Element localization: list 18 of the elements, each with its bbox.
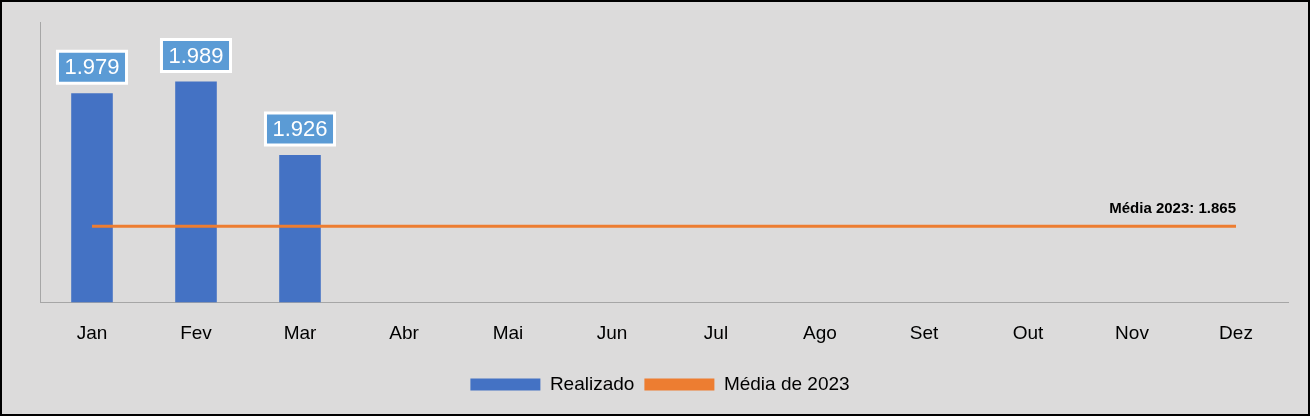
data-label: 1.979 xyxy=(64,54,120,80)
x-tick-label: Jun xyxy=(596,321,628,343)
x-tick-label: Dez xyxy=(1219,321,1253,343)
annotation: Média 2023: 1.865 xyxy=(1109,198,1236,216)
x-tick-label: Nov xyxy=(1115,321,1150,343)
x-tick-label: Jul xyxy=(703,321,729,343)
x-tick-label: Ago xyxy=(803,321,837,343)
x-tick-label: Out xyxy=(1012,321,1045,343)
x-tick-label: Jan xyxy=(76,321,108,343)
data-label: 1.926 xyxy=(272,116,328,142)
x-tick-label: Mar xyxy=(283,321,318,343)
legend-label: Média de 2023 xyxy=(723,372,850,394)
x-tick-label: Set xyxy=(909,321,939,343)
legend-label: Realizado xyxy=(549,372,635,394)
x-tick-label: Fev xyxy=(180,321,213,343)
x-tick-label: Mai xyxy=(492,321,524,343)
data-label: 1.989 xyxy=(168,42,224,68)
x-tick-label: Abr xyxy=(389,321,420,343)
